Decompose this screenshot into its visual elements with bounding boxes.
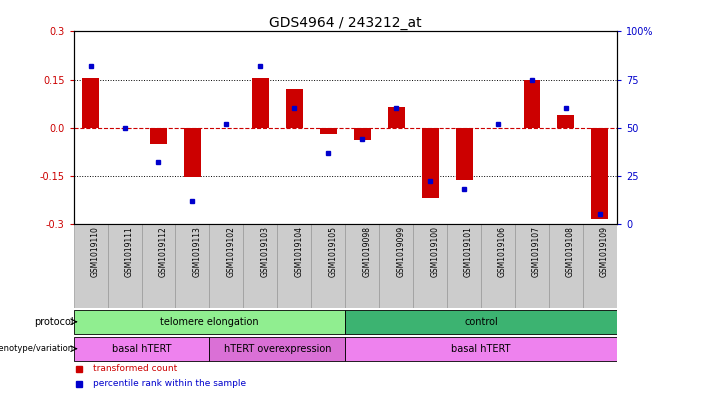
Text: GSM1019102: GSM1019102 — [226, 226, 236, 277]
Bar — [210, 224, 243, 309]
Bar — [549, 224, 583, 309]
Bar — [379, 224, 413, 309]
Bar — [286, 89, 303, 128]
Text: GSM1019104: GSM1019104 — [294, 226, 304, 277]
Text: GSM1019105: GSM1019105 — [328, 226, 337, 277]
Bar — [278, 224, 311, 309]
Text: protocol: protocol — [34, 317, 74, 327]
Text: GSM1019106: GSM1019106 — [498, 226, 507, 277]
Text: hTERT overexpression: hTERT overexpression — [224, 344, 331, 354]
Text: GSM1019111: GSM1019111 — [125, 226, 133, 277]
Bar — [74, 224, 107, 309]
Text: GSM1019103: GSM1019103 — [260, 226, 269, 277]
Bar — [592, 128, 608, 219]
Bar — [346, 310, 617, 334]
Bar — [320, 128, 336, 134]
Bar — [175, 224, 210, 309]
Bar — [210, 336, 345, 361]
Text: GSM1019098: GSM1019098 — [362, 226, 372, 277]
Bar — [311, 224, 345, 309]
Text: percentile rank within the sample: percentile rank within the sample — [93, 379, 246, 388]
Bar — [243, 224, 278, 309]
Text: basal hTERT: basal hTERT — [451, 344, 511, 354]
Bar — [74, 336, 210, 361]
Bar — [388, 107, 404, 128]
Bar — [184, 128, 201, 177]
Bar — [515, 224, 549, 309]
Text: transformed count: transformed count — [93, 364, 177, 373]
Text: telomere elongation: telomere elongation — [160, 317, 259, 327]
Bar — [456, 128, 472, 180]
Bar — [142, 224, 175, 309]
Bar — [413, 224, 447, 309]
Bar — [354, 128, 371, 140]
Bar — [481, 224, 515, 309]
Bar — [583, 224, 617, 309]
Text: GSM1019107: GSM1019107 — [532, 226, 541, 277]
Text: control: control — [464, 317, 498, 327]
Bar — [150, 128, 167, 143]
Title: GDS4964 / 243212_at: GDS4964 / 243212_at — [269, 17, 421, 30]
Text: GSM1019110: GSM1019110 — [90, 226, 100, 277]
Bar — [346, 336, 617, 361]
Text: GSM1019108: GSM1019108 — [566, 226, 575, 277]
Text: basal hTERT: basal hTERT — [111, 344, 171, 354]
Text: GSM1019101: GSM1019101 — [464, 226, 473, 277]
Text: GSM1019112: GSM1019112 — [158, 226, 168, 277]
Text: GSM1019099: GSM1019099 — [396, 226, 405, 277]
Bar — [82, 78, 99, 128]
Text: GSM1019109: GSM1019109 — [600, 226, 609, 277]
Bar — [107, 224, 142, 309]
Bar — [346, 224, 379, 309]
Text: GSM1019113: GSM1019113 — [193, 226, 201, 277]
Bar — [252, 78, 269, 128]
Text: GSM1019100: GSM1019100 — [430, 226, 439, 277]
Bar — [447, 224, 481, 309]
Bar — [557, 115, 574, 128]
Bar — [74, 310, 346, 334]
Bar — [524, 79, 540, 128]
Text: genotype/variation: genotype/variation — [0, 344, 74, 353]
Bar — [421, 128, 439, 198]
